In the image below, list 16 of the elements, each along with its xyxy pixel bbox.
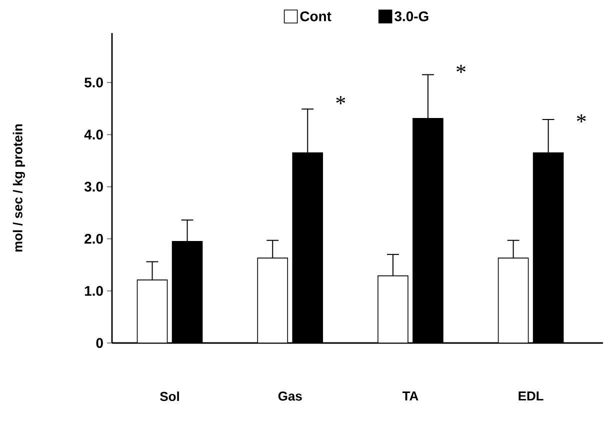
x-tick-label: TA — [402, 392, 418, 400]
x-tick-label: Sol — [160, 392, 179, 402]
y-tick-label: 0 — [96, 338, 103, 348]
y-tick-label: 4.0 — [84, 130, 103, 140]
x-tick-label: EDL — [518, 392, 544, 400]
annotation: * — [336, 96, 346, 104]
y-tick-label: 3.0 — [84, 182, 103, 192]
y-tick-label: 1.0 — [84, 286, 103, 296]
legend-label: 3.0-G — [394, 11, 428, 22]
y-tick-label: 5.0 — [84, 78, 103, 88]
annotation: * — [576, 114, 586, 122]
y-axis-title: mol / sec / kg protein — [12, 124, 26, 252]
legend-label: Cont — [300, 11, 332, 22]
x-tick-label: Gas — [278, 392, 302, 401]
y-tick-label: 2.0 — [84, 234, 103, 244]
annotation: * — [456, 64, 466, 73]
